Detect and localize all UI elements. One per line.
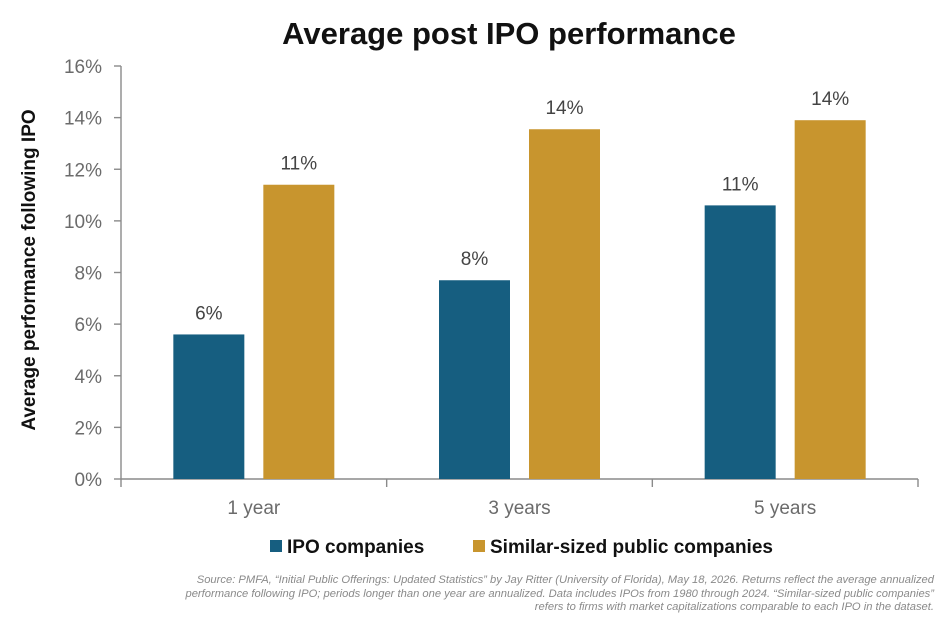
bar-similar-2 [794, 120, 866, 480]
bar-similar-1 [529, 129, 600, 479]
x-tick-label: 1 year [227, 498, 280, 519]
legend: IPO companies Similar-sized public compan… [270, 537, 773, 558]
bar-similar-0 [263, 184, 335, 480]
data-label: 11% [281, 154, 318, 175]
legend-label: IPO companies [287, 537, 424, 558]
data-label: 14% [545, 98, 583, 119]
bar-ipo-0 [173, 334, 245, 479]
chart-title: Average post IPO performance [282, 16, 736, 51]
y-tick-label: 0% [75, 470, 103, 491]
data-label: 6% [195, 303, 223, 324]
bar-ipo-2 [704, 205, 776, 479]
x-tick-label: 3 years [488, 498, 550, 519]
y-tick-label: 14% [64, 109, 102, 130]
data-label: 11% [722, 174, 759, 195]
data-label: 14% [811, 89, 849, 110]
bar-ipo-1 [439, 280, 510, 479]
legend-swatch [270, 540, 282, 552]
legend-label: Similar-sized public companies [490, 537, 773, 558]
x-axis: 1 year 3 years 5 years [120, 478, 919, 519]
y-tick-label: 8% [75, 264, 103, 285]
y-axis-label: Average performance following IPO [19, 109, 40, 430]
y-tick-label: 10% [64, 212, 102, 233]
legend-swatch [473, 540, 485, 552]
y-axis: 0% 2% 4% 6% 8% 10% 12% 14% 16% [64, 57, 122, 491]
x-tick-label: 5 years [754, 498, 816, 519]
y-tick-label: 16% [64, 57, 102, 78]
y-tick-label: 6% [75, 315, 103, 336]
source-note: Source: PMFA, “Initial Public Offerings:… [185, 574, 934, 613]
y-tick-label: 4% [75, 367, 103, 388]
data-label: 8% [461, 249, 489, 270]
bars: 6% 8% 11% 11% 14% 14% [173, 89, 866, 480]
y-tick-label: 12% [64, 160, 102, 181]
y-tick-label: 2% [75, 418, 103, 439]
